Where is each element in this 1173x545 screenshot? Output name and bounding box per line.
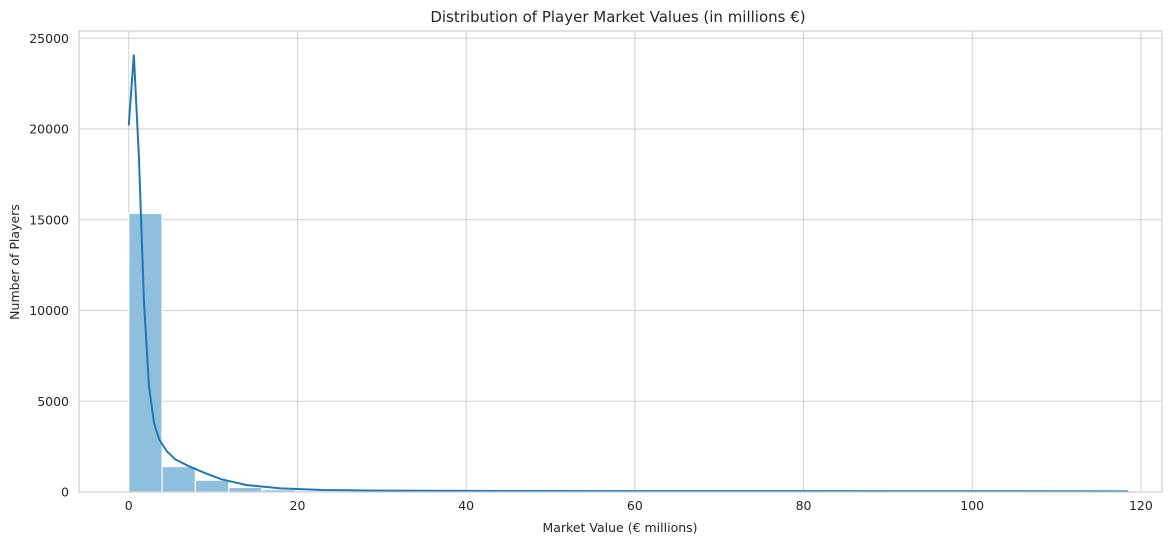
- y-tick-label: 25000: [29, 31, 69, 46]
- y-tick-label: 5000: [37, 394, 69, 409]
- kde-line: [127, 54, 1129, 493]
- x-axis-ticks: 0 20 40 60 80 100 120: [125, 498, 1153, 513]
- x-tick-label: 40: [458, 498, 474, 513]
- grid-lines: [79, 31, 1162, 493]
- y-tick-label: 10000: [29, 303, 69, 318]
- histogram-bar: [161, 465, 196, 493]
- chart-title: Distribution of Player Market Values (in…: [430, 8, 805, 26]
- y-axis-label: Number of Players: [7, 204, 22, 320]
- x-tick-label: 80: [796, 498, 812, 513]
- x-tick-label: 0: [125, 498, 133, 513]
- x-tick-label: 120: [1129, 498, 1153, 513]
- x-tick-label: 20: [290, 498, 306, 513]
- y-tick-label: 20000: [29, 122, 69, 137]
- x-tick-label: 100: [960, 498, 984, 513]
- histogram-bar: [228, 486, 263, 493]
- axes-frame: [78, 30, 1163, 493]
- histogram-bar: [194, 479, 230, 493]
- y-tick-label: 0: [61, 485, 69, 500]
- histogram-bars: [128, 212, 1129, 493]
- y-tick-label: 15000: [29, 212, 69, 227]
- y-axis-ticks: 0 5000 10000 15000 20000 25000: [29, 31, 69, 500]
- kde-curve: [127, 54, 1129, 493]
- x-tick-label: 60: [627, 498, 643, 513]
- x-axis-label: Market Value (€ millions): [542, 520, 697, 535]
- histogram-bar: [128, 212, 163, 493]
